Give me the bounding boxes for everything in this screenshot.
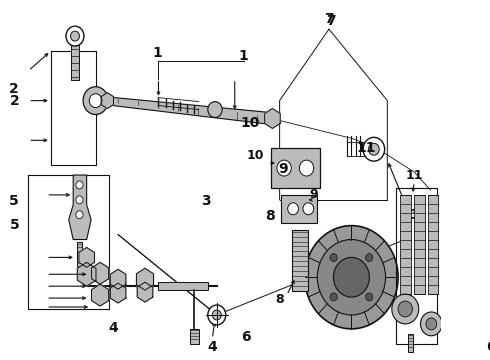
Circle shape (76, 181, 83, 189)
Circle shape (392, 294, 419, 324)
Circle shape (66, 26, 84, 46)
Bar (292, 230, 308, 291)
Circle shape (366, 293, 373, 301)
Text: 11: 11 (406, 168, 423, 181)
Text: 4: 4 (109, 321, 119, 335)
Bar (428, 195, 439, 294)
Circle shape (212, 310, 221, 320)
Circle shape (277, 160, 291, 176)
Circle shape (208, 305, 226, 325)
Circle shape (76, 211, 83, 219)
Text: 5: 5 (10, 218, 20, 231)
Text: 9: 9 (278, 162, 288, 176)
Circle shape (208, 102, 222, 117)
Circle shape (334, 257, 369, 297)
Bar (270, 148, 320, 188)
Text: 6: 6 (241, 330, 250, 344)
Circle shape (76, 196, 83, 204)
Circle shape (71, 31, 79, 41)
Polygon shape (137, 282, 153, 302)
Circle shape (420, 312, 442, 336)
Circle shape (299, 160, 314, 176)
Polygon shape (77, 262, 96, 286)
Text: 2: 2 (9, 82, 19, 96)
Text: 6: 6 (486, 340, 490, 354)
Text: 4: 4 (207, 340, 217, 354)
Text: 10: 10 (246, 149, 264, 162)
Polygon shape (92, 284, 109, 306)
Text: 7: 7 (326, 14, 336, 28)
Circle shape (488, 307, 490, 327)
Polygon shape (110, 269, 126, 289)
Text: 5: 5 (9, 194, 19, 208)
Circle shape (366, 254, 373, 262)
Text: 1: 1 (239, 49, 248, 63)
Polygon shape (265, 109, 280, 129)
Polygon shape (104, 96, 270, 125)
Text: 8: 8 (265, 209, 274, 223)
Text: 9: 9 (309, 188, 318, 201)
Bar (72, 45, 78, 80)
Circle shape (330, 254, 337, 262)
Circle shape (363, 137, 385, 161)
Polygon shape (136, 268, 153, 290)
Text: 3: 3 (410, 208, 419, 222)
Circle shape (305, 226, 398, 329)
Bar (281, 195, 318, 223)
Bar (400, 195, 411, 294)
Text: 7: 7 (324, 12, 334, 26)
Circle shape (368, 143, 379, 155)
Circle shape (398, 301, 413, 317)
Bar (457, 329, 463, 347)
Circle shape (303, 203, 314, 215)
Bar (190, 329, 199, 344)
Polygon shape (79, 247, 95, 267)
Text: 3: 3 (201, 194, 211, 208)
Bar (414, 195, 425, 294)
Text: 2: 2 (10, 94, 20, 108)
Polygon shape (101, 93, 114, 109)
Bar (408, 334, 414, 352)
Circle shape (330, 293, 337, 301)
Bar (77, 242, 82, 266)
Circle shape (83, 87, 108, 114)
Circle shape (89, 94, 102, 108)
Polygon shape (92, 262, 109, 284)
Text: 11: 11 (357, 141, 376, 155)
Polygon shape (110, 283, 126, 303)
Bar (158, 282, 208, 290)
Text: 1: 1 (153, 46, 162, 60)
Circle shape (288, 203, 298, 215)
Text: 10: 10 (240, 116, 260, 130)
Polygon shape (69, 175, 91, 239)
Text: 8: 8 (275, 293, 284, 306)
Circle shape (318, 239, 386, 315)
Circle shape (426, 318, 437, 330)
